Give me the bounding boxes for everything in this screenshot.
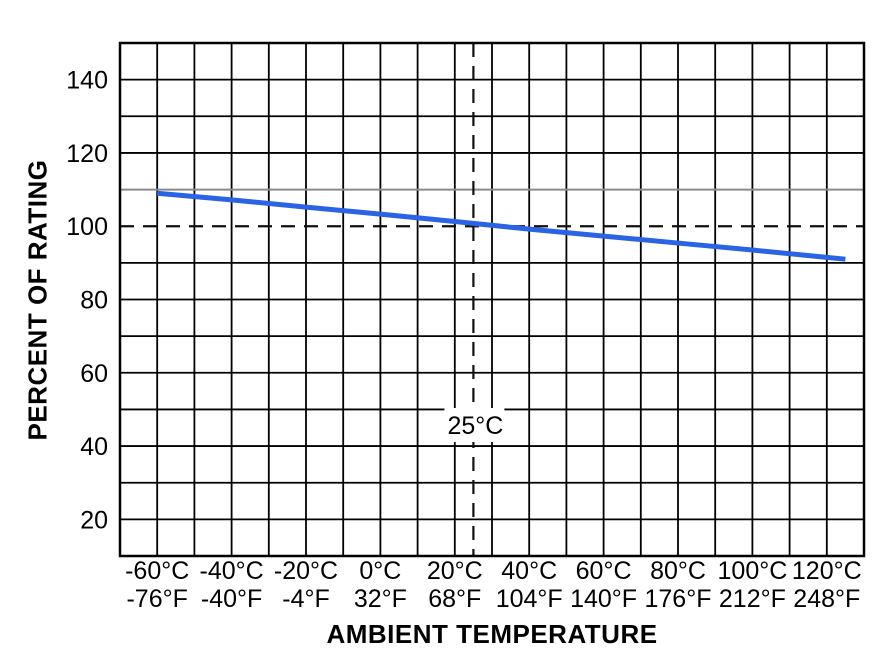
x-tick-label-fahrenheit: 248°F <box>793 585 860 613</box>
y-axis-title: PERCENT OF RATING <box>22 159 53 441</box>
y-tick-label: 100 <box>66 213 108 241</box>
annotation-25c-label: 25°C <box>447 412 503 440</box>
x-tick-label-fahrenheit: 176°F <box>645 585 712 613</box>
y-tick-label: 40 <box>80 433 108 461</box>
x-tick-label-fahrenheit: 104°F <box>496 585 563 613</box>
x-tick-label-celsius: -60°C <box>125 557 189 585</box>
x-tick-label-celsius: 120°C <box>792 557 862 585</box>
x-tick-label-fahrenheit: 140°F <box>570 585 637 613</box>
x-tick-label-celsius: 80°C <box>650 557 706 585</box>
x-tick-label-fahrenheit: -76°F <box>126 585 187 613</box>
y-tick-label: 20 <box>80 506 108 534</box>
plot-border <box>118 41 866 558</box>
derating-curve-line <box>156 190 846 262</box>
x-tick-label-celsius: 20°C <box>427 557 483 585</box>
x-tick-label-fahrenheit: 32°F <box>354 585 407 613</box>
y-tick-label: 140 <box>66 67 108 95</box>
x-tick-label-celsius: 60°C <box>576 557 632 585</box>
annotation-25c-box <box>444 408 505 442</box>
x-tick-label-celsius: -20°C <box>274 557 338 585</box>
x-tick-label-celsius: -40°C <box>200 557 264 585</box>
y-tick-label: 120 <box>66 140 108 168</box>
x-axis-title: AMBIENT TEMPERATURE <box>326 619 658 649</box>
y-tick-label: 80 <box>80 287 108 315</box>
x-tick-label-celsius: 100°C <box>718 557 788 585</box>
x-tick-label-fahrenheit: -4°F <box>282 585 330 613</box>
x-tick-label-celsius: 0°C <box>359 557 401 585</box>
x-tick-label-fahrenheit: 212°F <box>719 585 786 613</box>
x-tick-label-celsius: 40°C <box>501 557 557 585</box>
x-tick-label-fahrenheit: -40°F <box>201 585 262 613</box>
y-tick-label: 60 <box>80 360 108 388</box>
x-tick-label-fahrenheit: 68°F <box>428 585 481 613</box>
